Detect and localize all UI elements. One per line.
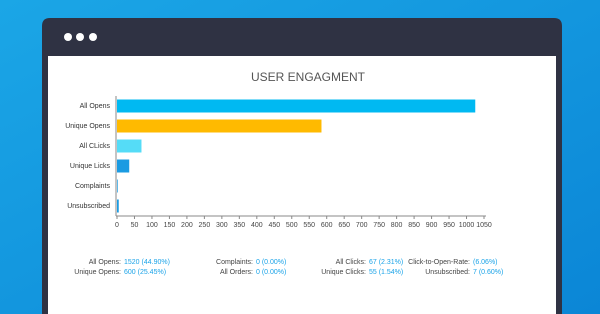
x-tick-label: 200	[181, 222, 193, 229]
x-tick-label: 850	[408, 222, 420, 229]
stat-value: 600 (25.45%)	[124, 269, 166, 276]
stat-value: 67 (2.31%)	[369, 259, 403, 266]
x-tick-label: 250	[199, 222, 211, 229]
stat-value: 0 (0.00%)	[256, 269, 286, 276]
bar	[117, 199, 119, 213]
x-tick-label: 500	[286, 222, 298, 229]
bar	[117, 159, 130, 173]
chart-title: USER ENGAGMENT	[251, 70, 366, 84]
x-tick-label: 1050	[476, 222, 492, 229]
stat-label: Unique Opens:	[74, 269, 121, 276]
stat-label: All Opens:	[89, 259, 121, 266]
x-tick-label: 900	[426, 222, 438, 229]
stat-label: Click-to-Open-Rate:	[408, 259, 470, 266]
x-tick-label: 950	[443, 222, 455, 229]
x-tick-label: 150	[164, 222, 176, 229]
stat-value: 1520 (44.90%)	[124, 259, 170, 266]
bar	[117, 179, 118, 193]
y-tick-label: Unique Licks	[70, 163, 111, 170]
x-tick-label: 650	[338, 222, 350, 229]
stat-value: 7 (0.60%)	[473, 269, 503, 276]
stat-label: Unsubscribed:	[425, 269, 470, 276]
bar	[117, 119, 322, 133]
x-tick-label: 450	[268, 222, 280, 229]
window-dot	[64, 33, 72, 41]
x-tick-label: 750	[373, 222, 385, 229]
y-tick-label: All Opens	[80, 103, 111, 110]
bar	[117, 139, 142, 153]
x-tick-label: 350	[233, 222, 245, 229]
stat-value: (6.06%)	[473, 259, 498, 266]
stat-label: Complaints:	[216, 259, 253, 266]
x-tick-label: 700	[356, 222, 368, 229]
stat-value: 55 (1.54%)	[369, 269, 403, 276]
y-tick-label: Unique Opens	[65, 123, 110, 130]
x-tick-label: 300	[216, 222, 228, 229]
x-tick-label: 0	[115, 222, 119, 229]
x-tick-label: 600	[321, 222, 333, 229]
y-tick-label: Complaints	[75, 183, 111, 190]
stat-label: All Clicks:	[336, 259, 366, 266]
bar	[117, 99, 476, 113]
x-tick-label: 100	[146, 222, 158, 229]
y-tick-label: All CLicks	[79, 143, 110, 150]
window-dot	[89, 33, 97, 41]
x-tick-label: 1000	[459, 222, 475, 229]
window-dot	[76, 33, 84, 41]
stat-label: All Orders:	[220, 269, 253, 276]
x-tick-label: 550	[303, 222, 315, 229]
x-tick-label: 400	[251, 222, 263, 229]
x-tick-label: 800	[391, 222, 403, 229]
stat-value: 0 (0.00%)	[256, 259, 286, 266]
stat-label: Unique Clicks:	[321, 269, 366, 276]
y-tick-label: Unsubscribed	[67, 203, 110, 210]
content-area	[48, 56, 556, 314]
x-tick-label: 50	[131, 222, 139, 229]
